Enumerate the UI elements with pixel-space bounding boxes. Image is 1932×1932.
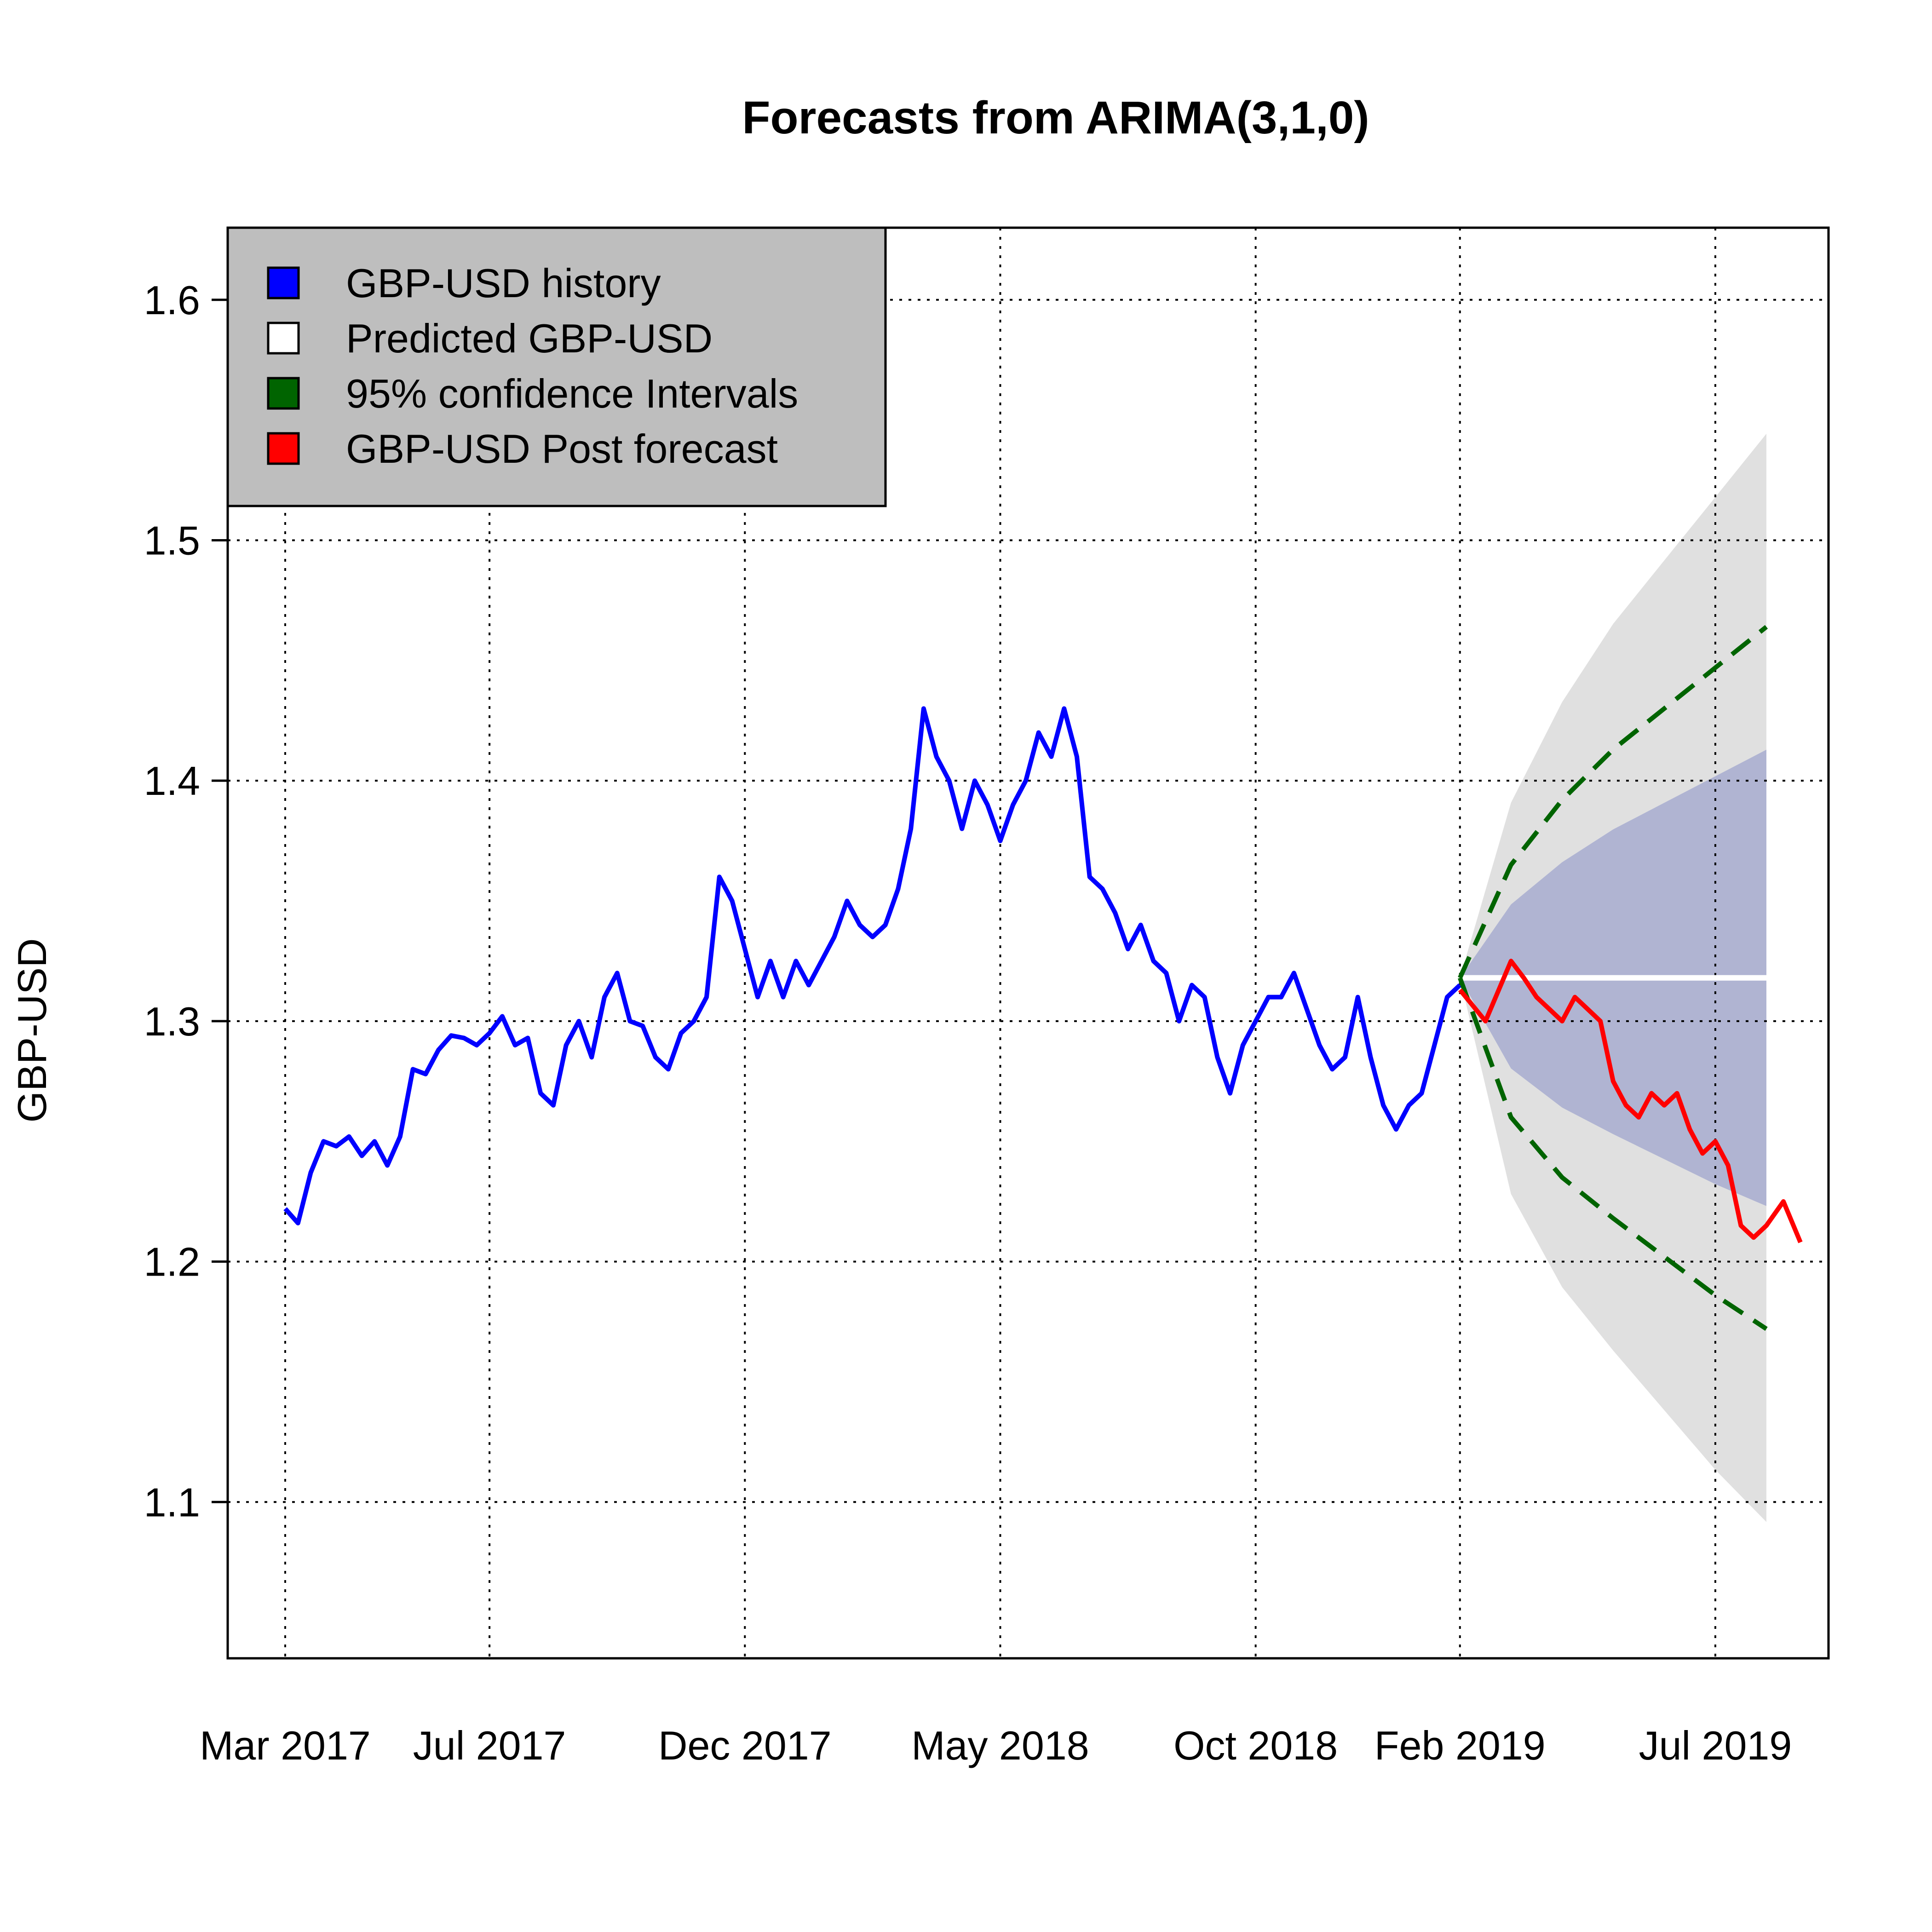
ci-lower-line xyxy=(1458,977,1768,1331)
legend-label: 95% confidence Intervals xyxy=(346,371,798,416)
legend-swatch xyxy=(267,432,300,465)
y-tick-label: 1.5 xyxy=(144,518,200,563)
legend-swatch xyxy=(267,322,300,355)
legend-swatch xyxy=(267,266,300,299)
chart-title: Forecasts from ARIMA(3,1,0) xyxy=(742,92,1369,144)
legend-swatch xyxy=(267,377,300,410)
y-tick-label: 1.2 xyxy=(144,1239,200,1285)
y-tick-label: 1.4 xyxy=(144,758,200,804)
ci-upper-line xyxy=(1458,625,1768,979)
x-tick-label: Feb 2019 xyxy=(1374,1723,1546,1768)
x-tick-label: Oct 2018 xyxy=(1173,1723,1338,1768)
y-tick-label: 1.3 xyxy=(144,999,200,1044)
legend-box xyxy=(226,226,887,507)
plot-frame xyxy=(226,226,1830,1660)
x-tick-label: Mar 2017 xyxy=(200,1723,371,1768)
y-tick-label: 1.1 xyxy=(144,1479,200,1525)
series-history-line xyxy=(283,706,1462,1225)
x-tick-label: Dec 2017 xyxy=(658,1723,832,1768)
series-post-forecast-line xyxy=(1458,959,1803,1243)
y-tick-label: 1.6 xyxy=(144,277,200,323)
x-tick-label: May 2018 xyxy=(911,1723,1089,1768)
legend: GBP-USD history Predicted GBP-USD 95% conf… xyxy=(226,226,887,507)
x-tick-label: Jul 2019 xyxy=(1639,1723,1792,1768)
legend-label: GBP-USD history xyxy=(346,260,661,306)
y-axis-label: GBP-USD xyxy=(9,938,55,1123)
legend-label: GBP-USD Post forecast xyxy=(346,426,778,472)
x-tick-label: Jul 2017 xyxy=(413,1723,566,1768)
legend-label: Predicted GBP-USD xyxy=(346,316,713,361)
